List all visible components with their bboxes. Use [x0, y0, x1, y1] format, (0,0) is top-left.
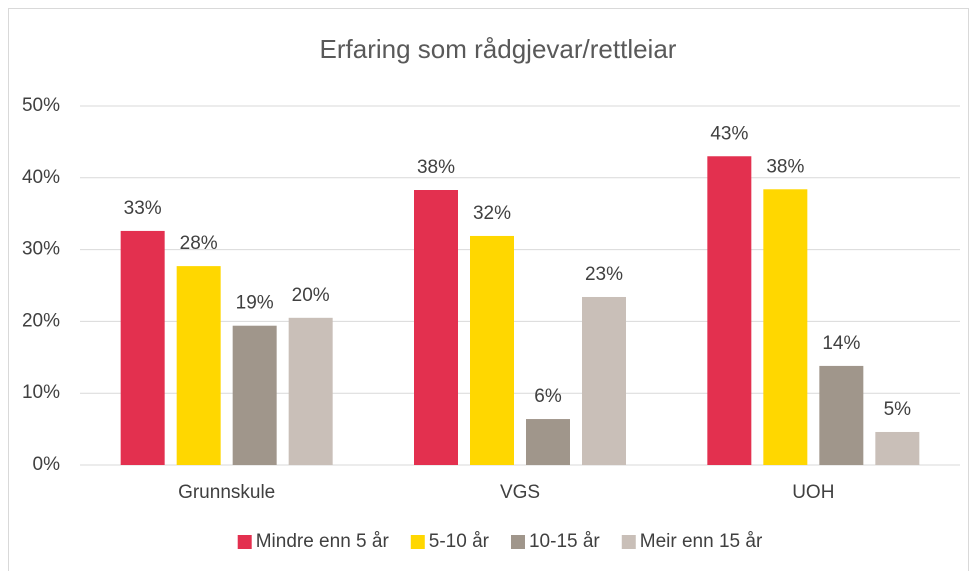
y-tick-label: 30% [22, 239, 60, 260]
value-label: 43% [710, 123, 748, 144]
value-label: 20% [292, 285, 330, 306]
x-tick-label: UOH [792, 482, 834, 503]
bar [176, 266, 221, 465]
value-label: 28% [180, 233, 218, 254]
value-label: 33% [124, 198, 162, 219]
bar [120, 230, 165, 465]
legend-label: Mindre enn 5 år [256, 531, 390, 552]
x-tick-label: Grunnskule [178, 482, 275, 503]
bar [582, 296, 626, 465]
legend-swatch [410, 535, 425, 549]
value-label: 14% [822, 333, 860, 354]
bar [875, 431, 920, 465]
bar [232, 325, 277, 465]
value-label: 32% [473, 203, 511, 224]
legend-label: 5-10 år [429, 531, 490, 552]
value-label: 5% [884, 399, 912, 420]
bar [707, 156, 752, 465]
legend-swatch [621, 535, 636, 549]
y-tick-label: 20% [22, 310, 60, 331]
bar [526, 419, 570, 465]
value-label: 19% [236, 293, 274, 314]
bar [763, 189, 808, 465]
value-label: 6% [534, 386, 562, 407]
y-tick-label: 10% [22, 382, 60, 403]
bar [288, 317, 333, 465]
legend-swatch [237, 535, 252, 549]
value-label: 38% [766, 156, 804, 177]
bar [819, 365, 864, 465]
value-label: 23% [585, 264, 623, 285]
y-tick-label: 50% [22, 95, 60, 116]
x-tick-label: VGS [500, 482, 540, 503]
bar [470, 235, 514, 465]
legend-label: Meir enn 15 år [640, 531, 763, 552]
bar [414, 190, 458, 466]
value-label: 38% [417, 157, 455, 178]
legend-swatch [510, 535, 525, 549]
chart-title: Erfaring som rådgjevar/rettleiar [320, 34, 677, 64]
y-tick-label: 0% [33, 454, 61, 475]
legend-label: 10-15 år [529, 531, 600, 552]
y-tick-label: 40% [22, 167, 60, 188]
